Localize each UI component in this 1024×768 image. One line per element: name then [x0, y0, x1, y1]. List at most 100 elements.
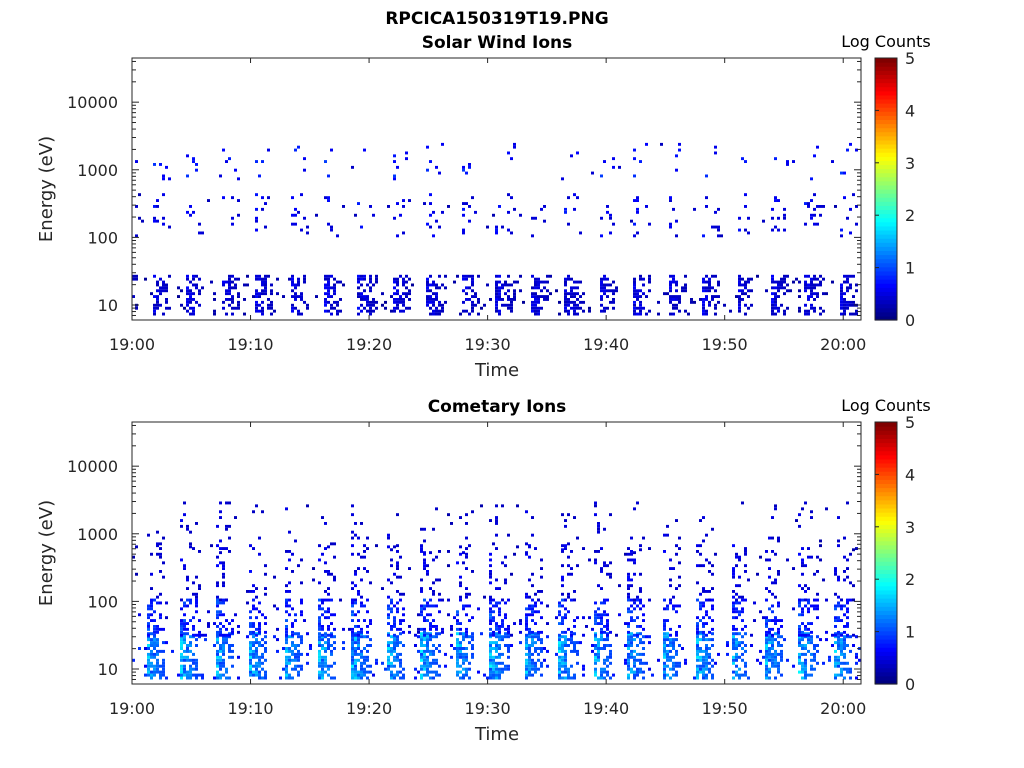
heatmap-cell	[843, 309, 846, 313]
heatmap-cell	[531, 667, 534, 671]
heatmap-cell	[222, 567, 225, 570]
heatmap-cell	[417, 613, 420, 617]
heatmap-cell	[603, 613, 606, 617]
heatmap-cell	[774, 619, 777, 622]
heatmap-cell	[831, 280, 834, 284]
heatmap-cell	[765, 289, 768, 293]
heatmap-cell	[420, 652, 423, 656]
heatmap-cell	[633, 289, 636, 293]
heatmap-cell	[765, 622, 768, 625]
heatmap-cell	[192, 160, 195, 163]
heatmap-cell	[639, 312, 642, 316]
heatmap-cell	[579, 231, 582, 235]
heatmap-cell	[564, 635, 567, 639]
heatmap-cell	[180, 622, 183, 625]
heatmap-cell	[318, 673, 321, 677]
heatmap-cell	[180, 655, 183, 659]
heatmap-cell	[159, 552, 162, 556]
heatmap-cell	[648, 222, 651, 226]
heatmap-cell	[738, 274, 741, 278]
heatmap-cell	[633, 280, 636, 284]
heatmap-cell	[267, 306, 270, 310]
heatmap-cell	[624, 622, 627, 625]
heatmap-cell	[354, 658, 357, 662]
x-label-solar-wind: Time	[474, 360, 519, 381]
heatmap-cell	[531, 300, 534, 304]
heatmap-cell	[237, 300, 240, 304]
heatmap-cell	[636, 604, 639, 608]
heatmap-cell	[687, 312, 690, 316]
heatmap-cell	[252, 607, 255, 611]
heatmap-cell	[633, 222, 636, 226]
heatmap-cell	[630, 219, 633, 223]
heatmap-cell	[711, 527, 714, 531]
heatmap-cell	[156, 205, 159, 208]
heatmap-cell	[573, 193, 576, 197]
heatmap-cell	[465, 513, 468, 517]
heatmap-cell	[393, 604, 396, 608]
heatmap-cell	[741, 598, 744, 602]
heatmap-cell	[435, 219, 438, 223]
heatmap-cell	[774, 312, 777, 316]
heatmap-cell	[588, 309, 591, 313]
heatmap-cell	[495, 622, 498, 625]
heatmap-cell	[156, 667, 159, 671]
heatmap-cell	[162, 536, 165, 540]
heatmap-cell	[303, 216, 306, 220]
heatmap-cell	[534, 300, 537, 304]
heatmap-cell	[633, 300, 636, 304]
heatmap-cell	[702, 622, 705, 625]
heatmap-cell	[276, 292, 279, 296]
heatmap-cell	[843, 196, 846, 200]
heatmap-cell	[162, 561, 165, 565]
heatmap-cell	[567, 274, 570, 278]
heatmap-cell	[162, 177, 165, 181]
heatmap-cell	[669, 658, 672, 662]
x-tick-label: 20:00	[820, 335, 866, 354]
heatmap-cell	[471, 632, 474, 636]
heatmap-cell	[297, 632, 300, 636]
heatmap-cell	[195, 658, 198, 662]
heatmap-cell	[696, 581, 699, 585]
heatmap-cell	[465, 522, 468, 525]
colorbar-segment	[875, 123, 897, 129]
heatmap-cell	[837, 601, 840, 605]
heatmap-cell	[636, 295, 639, 298]
heatmap-cell	[600, 616, 603, 620]
heatmap-cell	[399, 592, 402, 596]
heatmap-cell	[321, 661, 324, 665]
heatmap-cell	[804, 676, 807, 680]
colorbar-segment	[875, 115, 897, 120]
heatmap-cell	[702, 289, 705, 293]
colorbar-tick-label: 1	[905, 623, 915, 642]
heatmap-cell	[255, 652, 258, 656]
heatmap-cell	[426, 655, 429, 659]
heatmap-cell	[501, 635, 504, 639]
heatmap-cell	[780, 658, 783, 662]
colorbar-segment	[875, 156, 897, 161]
heatmap-cell	[216, 544, 219, 548]
heatmap-cell	[222, 649, 225, 653]
heatmap-cell	[321, 647, 324, 650]
heatmap-cell	[435, 507, 438, 511]
heatmap-cell	[630, 644, 633, 647]
heatmap-cell	[807, 295, 810, 298]
colorbar-label-cometary: Log Counts	[841, 396, 931, 415]
heatmap-cell	[696, 635, 699, 639]
heatmap-cell	[696, 655, 699, 659]
heatmap-cell	[471, 277, 474, 281]
heatmap-cell	[837, 647, 840, 650]
heatmap-cell	[567, 298, 570, 301]
heatmap-cell	[534, 649, 537, 653]
heatmap-cell	[264, 280, 267, 284]
heatmap-cell	[456, 627, 459, 631]
heatmap-cell	[669, 196, 672, 200]
heatmap-cell	[159, 547, 162, 550]
heatmap-cell	[399, 627, 402, 631]
heatmap-cell	[396, 644, 399, 647]
heatmap-cell	[489, 655, 492, 659]
heatmap-cell	[291, 649, 294, 653]
heatmap-cell	[699, 552, 702, 556]
heatmap-cell	[423, 619, 426, 622]
heatmap-cell	[570, 633, 573, 637]
